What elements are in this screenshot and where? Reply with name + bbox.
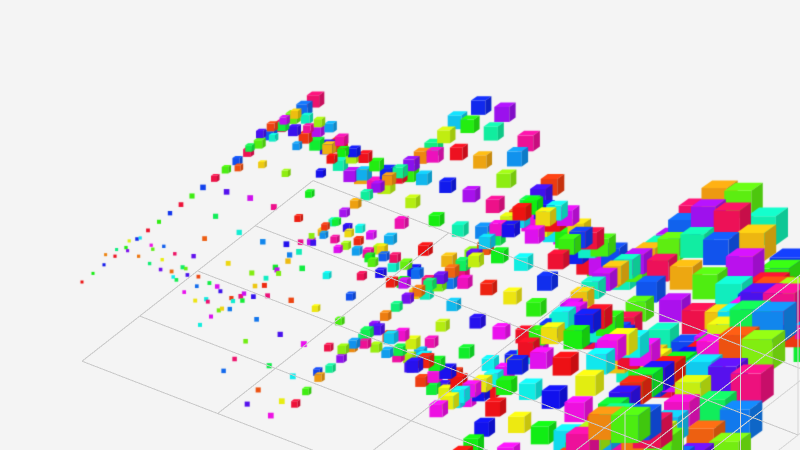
scatter3d-plot-canvas[interactable] (0, 0, 800, 450)
figure-canvas-container (0, 0, 800, 450)
